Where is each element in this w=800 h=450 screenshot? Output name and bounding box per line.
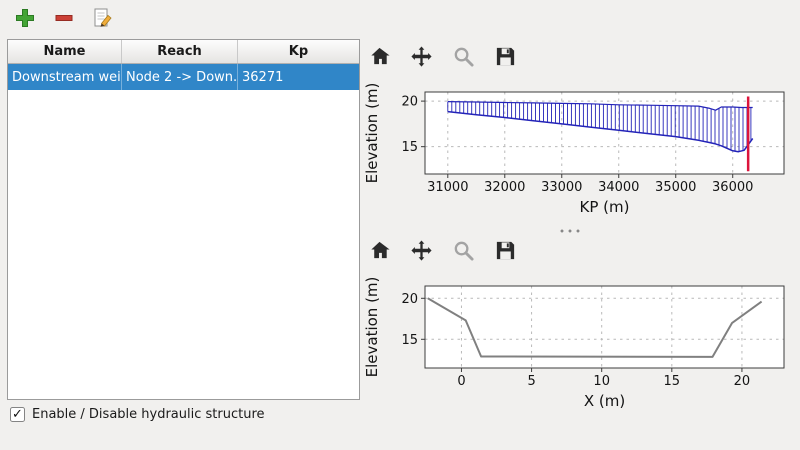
remove-structure-button[interactable] bbox=[51, 5, 77, 31]
kp-profile-chart[interactable]: 31000 32000 33000 34000 35000 36000 15 20 KP (m)… bbox=[363, 82, 800, 224]
svg-text:33000: 33000 bbox=[541, 180, 582, 195]
column-header-name[interactable]: Name bbox=[8, 40, 122, 63]
home-button[interactable] bbox=[366, 44, 393, 71]
svg-text:KP (m): KP (m) bbox=[580, 198, 630, 216]
cross-section-chart-toolbar bbox=[366, 238, 519, 265]
svg-text:0: 0 bbox=[457, 374, 465, 389]
svg-text:5: 5 bbox=[527, 374, 535, 389]
table-row[interactable]: Downstream weir Node 2 -> Down... 36271 bbox=[8, 64, 359, 90]
svg-text:10: 10 bbox=[593, 374, 610, 389]
edit-structure-button[interactable] bbox=[90, 5, 116, 31]
pan-icon bbox=[411, 46, 432, 67]
cell-name: Downstream weir bbox=[8, 64, 122, 90]
svg-text:31000: 31000 bbox=[427, 180, 468, 195]
save-icon bbox=[496, 47, 515, 66]
save-icon bbox=[496, 241, 515, 260]
column-header-kp[interactable]: Kp bbox=[288, 44, 309, 59]
plus-icon bbox=[16, 9, 34, 27]
svg-text:15: 15 bbox=[401, 333, 418, 348]
svg-text:35000: 35000 bbox=[655, 180, 696, 195]
home-button[interactable] bbox=[366, 238, 393, 265]
svg-text:32000: 32000 bbox=[484, 180, 525, 195]
cross-section-chart[interactable]: 0 5 10 15 20 15 20 X (m) Elevation (m) bbox=[363, 276, 800, 418]
enable-structure-checkbox[interactable]: ✓ bbox=[10, 407, 25, 422]
minus-icon bbox=[55, 15, 73, 21]
zoom-button[interactable] bbox=[450, 44, 477, 71]
zoom-icon bbox=[454, 241, 474, 261]
save-button[interactable] bbox=[492, 44, 519, 71]
pan-button[interactable] bbox=[408, 44, 435, 71]
column-header-reach[interactable]: Reach bbox=[122, 40, 238, 63]
splitter-handle[interactable] bbox=[556, 225, 582, 233]
save-button[interactable] bbox=[492, 238, 519, 265]
structures-table: Name Reach Kp Downstream weir Node 2 -> … bbox=[7, 39, 360, 400]
svg-text:15: 15 bbox=[401, 140, 418, 155]
add-structure-button[interactable] bbox=[12, 5, 38, 31]
svg-text:36000: 36000 bbox=[712, 180, 753, 195]
cell-kp: 36271 bbox=[242, 69, 284, 85]
table-header: Name Reach Kp bbox=[8, 40, 359, 64]
svg-text:X (m): X (m) bbox=[584, 392, 625, 410]
kp-chart-toolbar bbox=[366, 44, 519, 71]
svg-text:Elevation (m): Elevation (m) bbox=[363, 277, 381, 378]
pan-button[interactable] bbox=[408, 238, 435, 265]
main-toolbar bbox=[0, 0, 800, 36]
enable-structure-row: ✓ Enable / Disable hydraulic structure bbox=[10, 407, 265, 422]
svg-text:20: 20 bbox=[401, 292, 418, 307]
svg-text:20: 20 bbox=[734, 374, 751, 389]
home-icon bbox=[371, 241, 390, 259]
zoom-icon bbox=[454, 47, 474, 67]
svg-text:Elevation (m): Elevation (m) bbox=[363, 83, 381, 184]
enable-structure-label[interactable]: Enable / Disable hydraulic structure bbox=[32, 407, 265, 422]
zoom-button[interactable] bbox=[450, 238, 477, 265]
pan-icon bbox=[411, 240, 432, 261]
svg-text:20: 20 bbox=[401, 95, 418, 110]
svg-text:34000: 34000 bbox=[598, 180, 639, 195]
svg-text:15: 15 bbox=[664, 374, 681, 389]
edit-icon bbox=[94, 8, 112, 27]
cell-reach: Node 2 -> Down... bbox=[122, 64, 238, 90]
home-icon bbox=[371, 47, 390, 65]
